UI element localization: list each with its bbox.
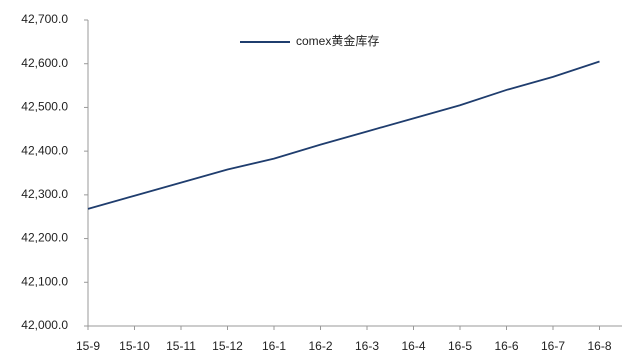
x-tick-label: 16-4 <box>401 339 425 353</box>
y-tick-label: 42,100.0 <box>21 274 68 288</box>
x-tick-label: 15-10 <box>119 339 150 353</box>
x-tick-label: 15-9 <box>76 339 100 353</box>
x-tick-label: 16-7 <box>541 339 565 353</box>
y-tick-label: 42,600.0 <box>21 56 68 70</box>
line-series <box>87 60 600 210</box>
y-tick-label: 42,500.0 <box>21 100 68 114</box>
y-tick-label: 42,700.0 <box>21 12 68 26</box>
x-tick-label: 16-3 <box>355 339 379 353</box>
x-tick-label: 15-11 <box>166 339 196 353</box>
legend-label: comex黄金库存 <box>296 33 379 48</box>
y-tick-label: 42,000.0 <box>21 318 68 332</box>
x-tick-label: 15-12 <box>212 339 243 353</box>
x-tick-label: 16-5 <box>448 339 472 353</box>
x-tick-label: 16-1 <box>262 339 286 353</box>
x-tick-label: 16-6 <box>494 339 518 353</box>
y-tick-label: 42,300.0 <box>21 187 68 201</box>
x-tick-label: 16-2 <box>308 339 332 353</box>
x-tick-label: 16-8 <box>587 339 611 353</box>
y-tick-label: 42,200.0 <box>21 231 68 245</box>
y-tick-label: 42,400.0 <box>21 143 68 157</box>
